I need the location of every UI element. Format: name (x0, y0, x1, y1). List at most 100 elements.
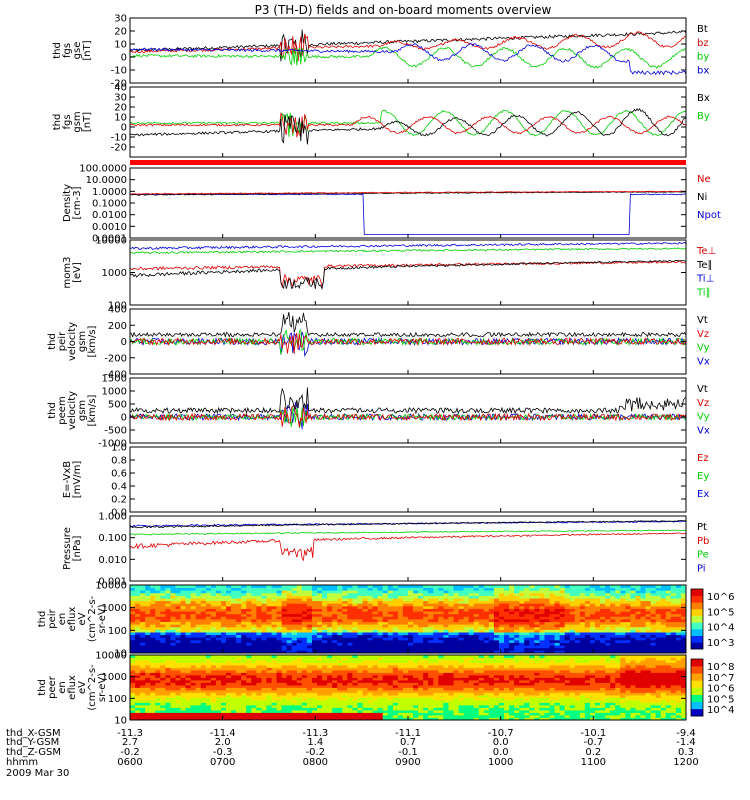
spectrogram-cell (367, 682, 374, 686)
spectrogram-cell (246, 712, 252, 716)
spectrogram-cell (650, 629, 657, 633)
spectrogram-cell (610, 637, 616, 641)
spectrogram-cell (150, 710, 156, 713)
spectrogram-cell (382, 595, 389, 599)
spectrogram-cell (362, 690, 368, 693)
spectrogram-cell (175, 657, 181, 661)
spectrogram-cell (615, 629, 621, 633)
spectrogram-cell (438, 595, 444, 599)
spectrogram-cell (408, 592, 414, 596)
spectrogram-cell (180, 662, 186, 666)
spectrogram-cell (402, 710, 409, 713)
spectrogram-cell (615, 598, 621, 602)
spectrogram-cell (261, 677, 267, 681)
spectrogram-cell (135, 603, 141, 607)
spectrogram-cell (397, 608, 404, 612)
spectrogram-cell (645, 608, 652, 612)
spectrogram-cell (301, 717, 308, 721)
spectrogram-cell (286, 637, 293, 641)
spectrogram-cell (327, 655, 333, 658)
spectrogram-cell (286, 626, 293, 630)
legend-entry: Vx (697, 425, 710, 436)
spectrogram-cell (281, 616, 288, 620)
spectrogram-cell (215, 595, 222, 599)
spectrogram-cell (423, 650, 429, 654)
spectrogram-cell (418, 662, 424, 666)
spectrogram-cell (246, 587, 252, 591)
spectrogram-cell (251, 613, 257, 617)
spectrogram-cell (337, 655, 343, 658)
spectrogram-cell (448, 682, 454, 686)
spectrogram-cell (180, 685, 186, 688)
spectrogram-cell (256, 616, 262, 620)
spectrogram-cell (220, 702, 227, 706)
spectrogram-cell (327, 687, 333, 691)
spectrogram-cell (160, 603, 166, 607)
spectrogram-cell (650, 642, 657, 646)
spectrogram-cell (408, 595, 414, 599)
spectrogram-cell (246, 613, 252, 617)
spectrogram-cell (554, 650, 561, 654)
spectrogram-cell (286, 619, 293, 623)
spectrogram-cell (311, 662, 318, 666)
spectrogram-cell (367, 587, 374, 591)
spectrogram-cell (589, 605, 596, 609)
spectrogram-cell (397, 590, 404, 594)
spectrogram-cell (387, 637, 394, 641)
spectrogram-cell (438, 655, 444, 658)
spectrogram-cell (408, 616, 414, 620)
spectrogram-cell (372, 682, 379, 686)
spectrogram-cell (170, 680, 176, 683)
spectrogram-cell (564, 613, 571, 617)
spectrogram-cell (357, 621, 363, 625)
spectrogram-cell (215, 642, 222, 646)
spectrogram-cell (185, 670, 192, 673)
spectrogram-cell (529, 605, 535, 609)
legend-entry: by (697, 52, 709, 63)
spectrogram-cell (554, 603, 561, 607)
spectrogram-cell (524, 605, 530, 609)
spectrogram-cell (130, 619, 136, 623)
spectrogram-cell (362, 660, 368, 663)
spectrogram-cell (625, 613, 631, 617)
spectrogram-cell (276, 655, 283, 658)
spectrogram-cell (135, 642, 141, 646)
spectrogram-cell (271, 598, 277, 602)
spectrogram-cell (408, 665, 414, 668)
spectrogram-cell (342, 687, 348, 691)
spectrogram-cell (195, 616, 202, 620)
spectrogram-cell (367, 667, 374, 671)
spectrogram-cell (291, 595, 298, 599)
spectrogram-cell (382, 639, 389, 643)
spectrogram-cell (382, 677, 389, 681)
spectrogram-cell (210, 717, 217, 721)
spectrogram-cell (145, 642, 151, 646)
colorbar-frame (690, 588, 704, 650)
spectrogram-cell (205, 650, 212, 654)
spectrogram-cell (352, 603, 358, 607)
spectrogram-cell (372, 690, 379, 693)
y-tick-label: 0.0001 (92, 234, 127, 245)
spectrogram-cell (342, 657, 348, 661)
spectrogram-cell (514, 600, 520, 604)
spectrogram-cell (332, 590, 338, 594)
spectrogram-cell (377, 605, 384, 609)
spectrogram-cell (200, 634, 207, 638)
spectrogram-cell (488, 611, 495, 615)
spectrogram-cell (377, 717, 384, 721)
spectrogram-cell (220, 687, 227, 691)
spectrogram-cell (205, 634, 212, 638)
spectrogram-cell (645, 650, 652, 654)
spectrogram-cell (680, 585, 687, 589)
spectrogram-cell (433, 697, 439, 701)
spectrogram-cell (534, 634, 540, 638)
spectrogram-cell (332, 665, 338, 668)
spectrogram-cell (291, 590, 298, 594)
spectrogram-cell (402, 695, 409, 698)
spectrogram-cell (317, 665, 323, 668)
spectrogram-cell (509, 592, 515, 596)
spectrogram-cell (195, 629, 202, 633)
spectrogram-cell (458, 637, 464, 641)
spectrogram-cell (392, 702, 399, 706)
spectrogram-cell (468, 712, 475, 716)
